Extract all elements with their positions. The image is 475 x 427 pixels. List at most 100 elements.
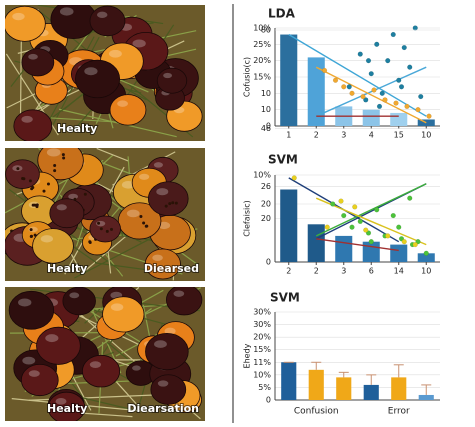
trend-line [315, 183, 427, 237]
fruit-shine [173, 290, 185, 297]
bar [390, 244, 408, 262]
spot [53, 169, 57, 173]
fruit [49, 198, 85, 229]
bar [307, 224, 325, 262]
x-tick-label: 4 [369, 131, 374, 140]
y-tick-label: 46 [261, 124, 271, 133]
error-bar [421, 384, 432, 395]
fruit [75, 59, 121, 99]
bar [417, 253, 435, 262]
scatter-point [365, 58, 372, 64]
y-tick-label: 5% [258, 383, 271, 392]
y-tick-label: 10% [253, 370, 271, 379]
spot [139, 215, 143, 219]
fruit [21, 48, 55, 77]
spot [62, 156, 66, 160]
fruit-shine [22, 356, 36, 365]
fruit [62, 287, 96, 316]
spot [53, 163, 57, 167]
scatter-point [291, 175, 297, 181]
scatter-point [390, 31, 396, 38]
photo-label: Healty [47, 262, 87, 275]
scatter-point [357, 218, 363, 225]
fruit-shine [132, 39, 146, 48]
scatter-point [390, 213, 396, 219]
spot [61, 153, 65, 157]
chart-title: SVM [270, 291, 300, 305]
trend-line [315, 197, 427, 246]
chart-title: SVM [268, 153, 298, 167]
y-tick-label: 15% [253, 345, 271, 354]
spike [94, 262, 156, 272]
spot [97, 221, 101, 225]
scatter-point [423, 250, 429, 256]
trend-line [315, 66, 427, 124]
scatter-point [349, 224, 355, 230]
y-axis-label: Clefaisic) [243, 200, 252, 237]
x-tick-label: 15 [394, 131, 404, 140]
fruit-shine [153, 162, 163, 168]
scatter-point [396, 77, 402, 83]
photo-label: Diearsed [144, 262, 199, 275]
spot [29, 235, 33, 239]
bar [390, 112, 408, 126]
fruit [117, 202, 162, 240]
y-axis-label: Cofusio(c) [243, 57, 252, 97]
x-tick-label: 10 [421, 267, 431, 276]
fruit [36, 326, 81, 365]
scatter-point [398, 84, 405, 90]
spot [164, 204, 168, 208]
spot [174, 201, 178, 205]
y-tick-label: 20% [253, 333, 271, 342]
trend-line [315, 66, 427, 117]
photo-label: Healty [57, 122, 97, 135]
trend-line [316, 238, 399, 252]
fruit [144, 248, 181, 280]
fruit-shine [21, 115, 33, 123]
y-tick-label: 30% [253, 308, 271, 317]
fruit-shine [157, 380, 169, 387]
fruit [89, 5, 126, 37]
scatter-point [363, 227, 369, 233]
error-bar [311, 361, 322, 370]
y-tick-label: 0 [266, 258, 271, 267]
y-tick-label: 10 [261, 89, 271, 98]
y-tick-label: 20 [261, 200, 271, 209]
scatter-point [418, 93, 424, 100]
fruit [147, 181, 189, 217]
fruit-shine [126, 209, 140, 218]
fruit [150, 374, 187, 405]
scatter-point [368, 239, 374, 245]
x-tick-label: 14 [394, 267, 404, 276]
spot [109, 227, 113, 231]
scatter-point [401, 44, 407, 51]
x-tick-label: Error [388, 407, 410, 417]
spot [142, 221, 146, 225]
error-bar [393, 364, 404, 378]
x-tick-label: 3 [341, 267, 346, 276]
scatter-point [379, 90, 385, 96]
fruit-shine [45, 334, 59, 343]
scatter-point [363, 97, 369, 103]
scatter-point [412, 25, 418, 31]
fruit-shine [108, 49, 122, 58]
x-tick-label: 6 [369, 267, 374, 276]
scatter-point [393, 100, 399, 106]
fruit-shine [56, 204, 67, 211]
y-tick-label: 26 [261, 182, 271, 191]
fruit [81, 354, 121, 388]
fruit-shine [164, 327, 176, 335]
photo [5, 148, 205, 281]
spot [35, 205, 39, 209]
scatter-point [404, 103, 410, 110]
spot [168, 202, 172, 206]
fruit-shine [132, 365, 141, 371]
fruit [50, 5, 97, 40]
spot [171, 201, 175, 205]
fruit [145, 332, 189, 371]
bar [307, 57, 325, 126]
spot [29, 228, 33, 232]
scatter-point [415, 107, 421, 113]
photo-label: Healty [47, 402, 87, 415]
